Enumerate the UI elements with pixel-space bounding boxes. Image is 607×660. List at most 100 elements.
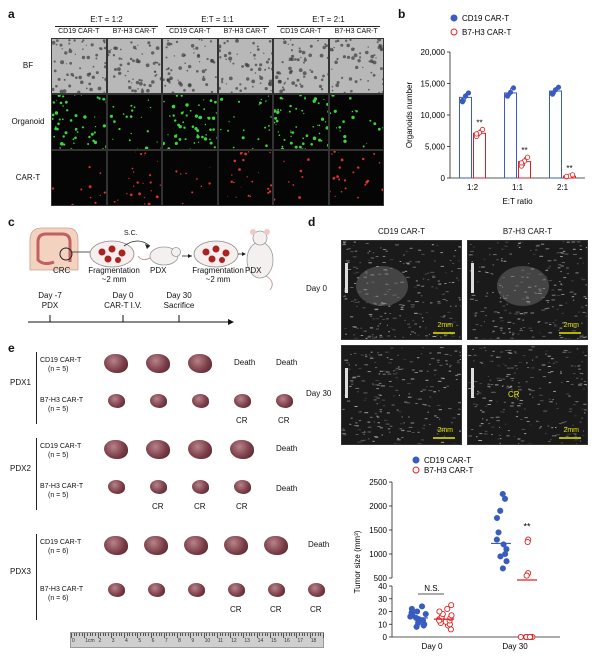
ruler-tick bbox=[166, 633, 168, 636]
treatment-label: CD19 CAR-T (n = 6) bbox=[40, 538, 94, 556]
timeline-event: Day -7 PDX bbox=[20, 291, 80, 311]
complete-response-label: CR bbox=[236, 416, 248, 425]
row-label: Day 0 bbox=[306, 284, 327, 293]
ruler-tick bbox=[92, 633, 94, 636]
data-point bbox=[503, 558, 510, 565]
ruler-tick bbox=[251, 633, 253, 636]
sample-count: (n = 6) bbox=[48, 548, 69, 555]
complete-response-label: CR bbox=[236, 502, 248, 511]
row-label: Day 30 bbox=[306, 389, 332, 398]
organoid-bar-chart: 0 5,000 10,000 15,000 20,000 Organoids number… bbox=[405, 14, 585, 206]
ruler-tick bbox=[134, 633, 136, 636]
ruler-tick bbox=[177, 633, 179, 638]
ruler-tick bbox=[267, 633, 269, 636]
timeline-event-label: Sacrifice bbox=[163, 301, 195, 310]
bar bbox=[504, 92, 517, 179]
pdx-group-label: PDX2 bbox=[10, 464, 31, 473]
tumor-specimen bbox=[107, 394, 125, 408]
death-label: Death bbox=[234, 358, 256, 367]
y-tick-label: 10,000 bbox=[421, 111, 446, 120]
sample-count: (n = 6) bbox=[48, 595, 69, 602]
ruler-tick bbox=[105, 633, 107, 636]
y-tick-label: 30 bbox=[378, 595, 387, 604]
tumor-specimen bbox=[149, 480, 167, 494]
micrograph bbox=[51, 150, 107, 206]
ruler-tick bbox=[71, 633, 72, 638]
death-label: Death bbox=[276, 358, 298, 367]
y-tick-label: 20 bbox=[378, 608, 387, 617]
y-tick-label: 500 bbox=[374, 574, 388, 583]
ruler-label: 6 bbox=[151, 638, 155, 644]
ruler-tick bbox=[102, 633, 104, 636]
significance-marker: ** bbox=[523, 522, 531, 532]
ruler-tick bbox=[283, 633, 285, 638]
ruler-tick bbox=[315, 633, 317, 636]
sample-count: (n = 5) bbox=[48, 492, 69, 499]
ruler-tick bbox=[317, 633, 319, 636]
ruler-label: 16 bbox=[284, 638, 290, 644]
data-point bbox=[479, 126, 486, 133]
y-tick-label: 2000 bbox=[369, 502, 387, 511]
tumor-specimen bbox=[267, 583, 285, 597]
micrograph bbox=[51, 38, 107, 94]
pdx-group-label: PDX1 bbox=[10, 378, 31, 387]
ruler-tick bbox=[264, 633, 266, 636]
y-tick-label: 20,000 bbox=[421, 48, 446, 57]
ruler-tick bbox=[195, 633, 197, 636]
pdx-schematic bbox=[28, 227, 274, 325]
fragmentation-label-1: Fragmentation ~2 mm bbox=[88, 266, 140, 284]
ruler-label: 12 bbox=[231, 638, 237, 644]
ruler-label: 18 bbox=[310, 638, 317, 644]
ultrasound-image: 2mm bbox=[341, 240, 462, 340]
ruler-tick bbox=[293, 633, 295, 636]
complete-response-label: CR bbox=[230, 605, 242, 614]
tumor-specimen bbox=[188, 440, 212, 460]
legend-marker bbox=[412, 456, 420, 464]
ruler-tick bbox=[307, 633, 309, 636]
tumor-specimen bbox=[191, 480, 209, 494]
data-point bbox=[569, 172, 576, 178]
micrograph bbox=[162, 38, 218, 94]
ruler-tick bbox=[94, 633, 96, 636]
data-point bbox=[465, 90, 472, 96]
data-point bbox=[500, 541, 507, 548]
y-tick-label: 0 bbox=[383, 633, 388, 642]
ruler-tick bbox=[169, 633, 171, 636]
y-tick-label: 5,000 bbox=[425, 143, 446, 152]
ruler-tick bbox=[124, 633, 126, 638]
ruler-tick bbox=[320, 633, 322, 636]
tumor-specimen bbox=[187, 583, 205, 597]
data-point bbox=[495, 529, 502, 536]
micrograph bbox=[328, 150, 384, 206]
tumor-specimen bbox=[227, 583, 245, 597]
panel-e-label: e bbox=[8, 341, 15, 355]
x-tick-label: 2:1 bbox=[557, 183, 569, 192]
data-point bbox=[526, 633, 534, 641]
legend-marker bbox=[412, 466, 420, 474]
x-tick-label: Day 0 bbox=[422, 642, 443, 651]
ruler-label: 9 bbox=[191, 638, 195, 644]
ratio-header: E:T = 1:1 bbox=[201, 15, 234, 24]
column-header: B7-H3 CAR-T bbox=[334, 28, 378, 35]
ruler-tick bbox=[240, 633, 242, 636]
x-tick-label: Day 30 bbox=[502, 642, 528, 651]
micrograph bbox=[217, 150, 273, 206]
complete-response-label: CR bbox=[152, 502, 164, 511]
ruler-label: 14 bbox=[257, 638, 264, 644]
bar bbox=[549, 90, 562, 179]
treatment-name: CD19 CAR-T bbox=[40, 443, 82, 450]
tumor-specimen bbox=[146, 354, 170, 374]
complete-response-label: CR bbox=[194, 502, 206, 511]
legend-label: B7-H3 CAR-T bbox=[424, 466, 473, 475]
patient-colon-icon bbox=[29, 227, 79, 271]
ruler-tick bbox=[230, 633, 232, 638]
death-label: Death bbox=[308, 540, 330, 549]
data-point bbox=[420, 622, 427, 629]
complete-response-label: CR bbox=[310, 605, 322, 614]
legend-label: B7-H3 CAR-T bbox=[462, 28, 511, 37]
data-point bbox=[408, 609, 415, 616]
ruler-label: 8 bbox=[178, 638, 181, 644]
ruler-tick bbox=[187, 633, 189, 636]
ruler-tick bbox=[208, 633, 210, 636]
tumor-specimen bbox=[184, 536, 208, 556]
